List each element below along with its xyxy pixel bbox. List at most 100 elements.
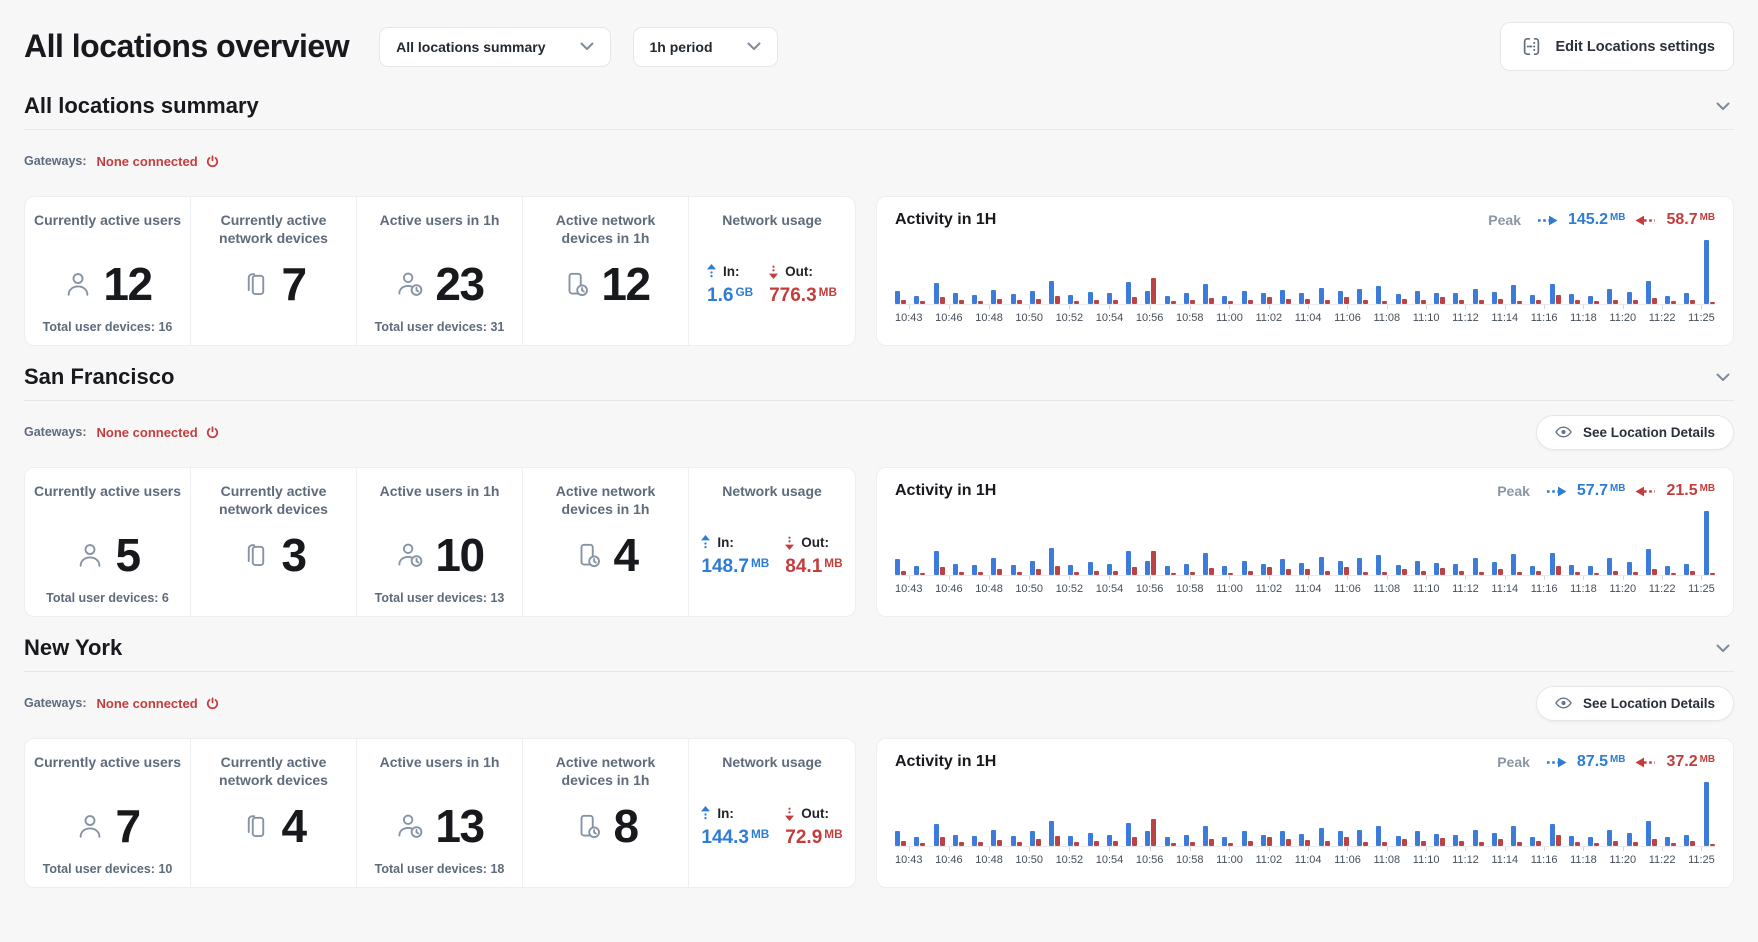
activity-title: Activity in 1H: [895, 211, 997, 228]
out-label: Out:: [801, 806, 830, 821]
summary-dropdown[interactable]: All locations summary: [379, 26, 611, 67]
summary-dropdown-value: All locations summary: [396, 38, 546, 55]
network-out-value: 72.9 MB: [785, 827, 843, 848]
chart-x-axis: 10:43 10:46 10:48 10:50 10:52 10:54 10:56 10:58…: [895, 305, 1715, 324]
peak-in-value: 145.2 MB: [1568, 211, 1626, 228]
section-title: San Francisco: [24, 364, 175, 389]
stat-label: Active users in 1h: [379, 754, 500, 770]
stat-active-network-devices-1h: Active network devices in 1h 8: [523, 739, 689, 887]
arrow-down-dotted-icon: [785, 806, 795, 821]
activity-title: Activity in 1H: [895, 753, 997, 770]
stat-active-users-1h: Active users in 1h 23 Total user devices…: [357, 197, 523, 345]
stat-currently-active-users: Currently active users 7 Total user devi…: [25, 739, 191, 887]
device-clock-icon: [573, 540, 603, 570]
cards-row: Currently active users 5 Total user devi…: [24, 467, 1734, 617]
activity-bar-chart: [895, 239, 1715, 305]
peak-out-value: 37.2 MB: [1666, 753, 1715, 770]
activity-bar-chart: [895, 781, 1715, 847]
chart-x-axis: 10:43 10:46 10:48 10:50 10:52 10:54 10:56 10:58…: [895, 847, 1715, 866]
network-usage-cell: Network usage In: Out: 1.6 GB 776.3 MB: [689, 197, 855, 345]
section-collapse-chevron-icon[interactable]: [1712, 102, 1734, 111]
stat-subtext: Total user devices: 18: [374, 862, 505, 876]
stat-currently-active-network-devices: Currently active network devices 7: [191, 197, 357, 345]
edit-locations-settings-button[interactable]: Edit Locations settings: [1500, 22, 1734, 71]
network-usage-label: Network usage: [722, 212, 822, 228]
period-dropdown-value: 1h period: [649, 38, 713, 55]
see-location-details-button[interactable]: See Location Details: [1535, 685, 1734, 721]
dashed-arrow-right-icon: [1537, 215, 1558, 226]
device-clock-icon: [561, 269, 591, 299]
stat-active-network-devices-1h: Active network devices in 1h 12: [523, 197, 689, 345]
dashed-arrow-right-icon: [1546, 486, 1567, 497]
dashed-arrow-left-icon: [1635, 757, 1656, 768]
device-clock-icon: [573, 811, 603, 841]
stat-label: Active network devices in 1h: [555, 483, 656, 517]
stat-subtext: Total user devices: 16: [42, 320, 173, 334]
section-title: New York: [24, 635, 123, 660]
section-san-francisco: San Francisco Gateways: None connected S…: [24, 364, 1734, 617]
stat-active-users-1h: Active users in 1h 10 Total user devices…: [357, 468, 523, 616]
section-title: All locations summary: [24, 93, 259, 118]
stat-currently-active-network-devices: Currently active network devices 4: [191, 739, 357, 887]
stat-label: Currently active users: [33, 754, 182, 770]
network-out-value: 776.3 MB: [769, 285, 837, 306]
stat-value: 5: [115, 529, 141, 581]
section-subheader: Gateways: None connected: [24, 142, 1734, 180]
stat-value: 4: [281, 800, 307, 852]
gateways-status-row: Gateways: None connected: [24, 425, 219, 440]
see-location-details-button[interactable]: See Location Details: [1535, 414, 1734, 450]
user-clock-icon: [395, 811, 425, 841]
peak-label: Peak: [1488, 212, 1521, 228]
stat-value: 3: [281, 529, 307, 581]
user-icon: [75, 811, 105, 841]
see-location-details-label: See Location Details: [1582, 695, 1715, 711]
network-usage-label: Network usage: [722, 754, 822, 770]
in-label: In:: [717, 535, 734, 550]
section-header: New York: [24, 635, 1734, 672]
section-all-locations-summary: All locations summary Gateways: None con…: [24, 93, 1734, 346]
peak-label: Peak: [1497, 754, 1530, 770]
chevron-down-icon: [580, 42, 594, 51]
stats-card: Currently active users 5 Total user devi…: [24, 467, 856, 617]
user-icon: [75, 540, 105, 570]
stat-value: 12: [103, 258, 153, 310]
stat-active-users-1h: Active users in 1h 13 Total user devices…: [357, 739, 523, 887]
arrow-up-dotted-icon: [707, 264, 717, 279]
stat-label: Active network devices in 1h: [555, 212, 656, 246]
arrow-up-dotted-icon: [701, 535, 711, 550]
stat-currently-active-users: Currently active users 12 Total user dev…: [25, 197, 191, 345]
section-collapse-chevron-icon[interactable]: [1712, 373, 1734, 382]
chevron-down-icon: [747, 42, 761, 51]
activity-title: Activity in 1H: [895, 482, 997, 499]
period-dropdown[interactable]: 1h period: [632, 26, 778, 67]
dashed-arrow-left-icon: [1635, 486, 1656, 497]
stat-value: 8: [613, 800, 639, 852]
gateways-status: None connected: [96, 695, 198, 711]
dashed-arrow-right-icon: [1546, 757, 1567, 768]
peak-group: Peak 145.2 MB 58.7 MB: [1488, 211, 1715, 229]
peak-out-value: 21.5 MB: [1666, 482, 1715, 499]
eye-icon: [1555, 697, 1572, 709]
gateways-status: None connected: [96, 153, 198, 169]
stat-subtext: Total user devices: 31: [374, 320, 505, 334]
eye-icon: [1555, 426, 1572, 438]
stat-label: Active network devices in 1h: [555, 754, 656, 788]
network-in-value: 148.7 MB: [701, 556, 770, 577]
power-off-icon: [206, 425, 219, 439]
stat-value: 13: [435, 800, 485, 852]
stat-value: 7: [281, 258, 307, 310]
devices-icon: [241, 811, 271, 841]
network-in-value: 1.6 GB: [707, 285, 754, 306]
network-usage-cell: Network usage In: Out: 144.3 MB 72.9 MB: [689, 739, 855, 887]
section-collapse-chevron-icon[interactable]: [1712, 644, 1734, 653]
stat-currently-active-users: Currently active users 5 Total user devi…: [25, 468, 191, 616]
out-label: Out:: [785, 264, 813, 279]
stat-subtext: Total user devices: 6: [46, 591, 169, 605]
page-title: All locations overview: [24, 28, 350, 64]
network-out-value: 84.1 MB: [785, 556, 843, 577]
stat-value: 4: [613, 529, 639, 581]
section-subheader: Gateways: None connected See Location De…: [24, 684, 1734, 722]
out-label: Out:: [801, 535, 830, 550]
power-off-icon: [206, 154, 219, 168]
section-new-york: New York Gateways: None connected See Lo…: [24, 635, 1734, 888]
